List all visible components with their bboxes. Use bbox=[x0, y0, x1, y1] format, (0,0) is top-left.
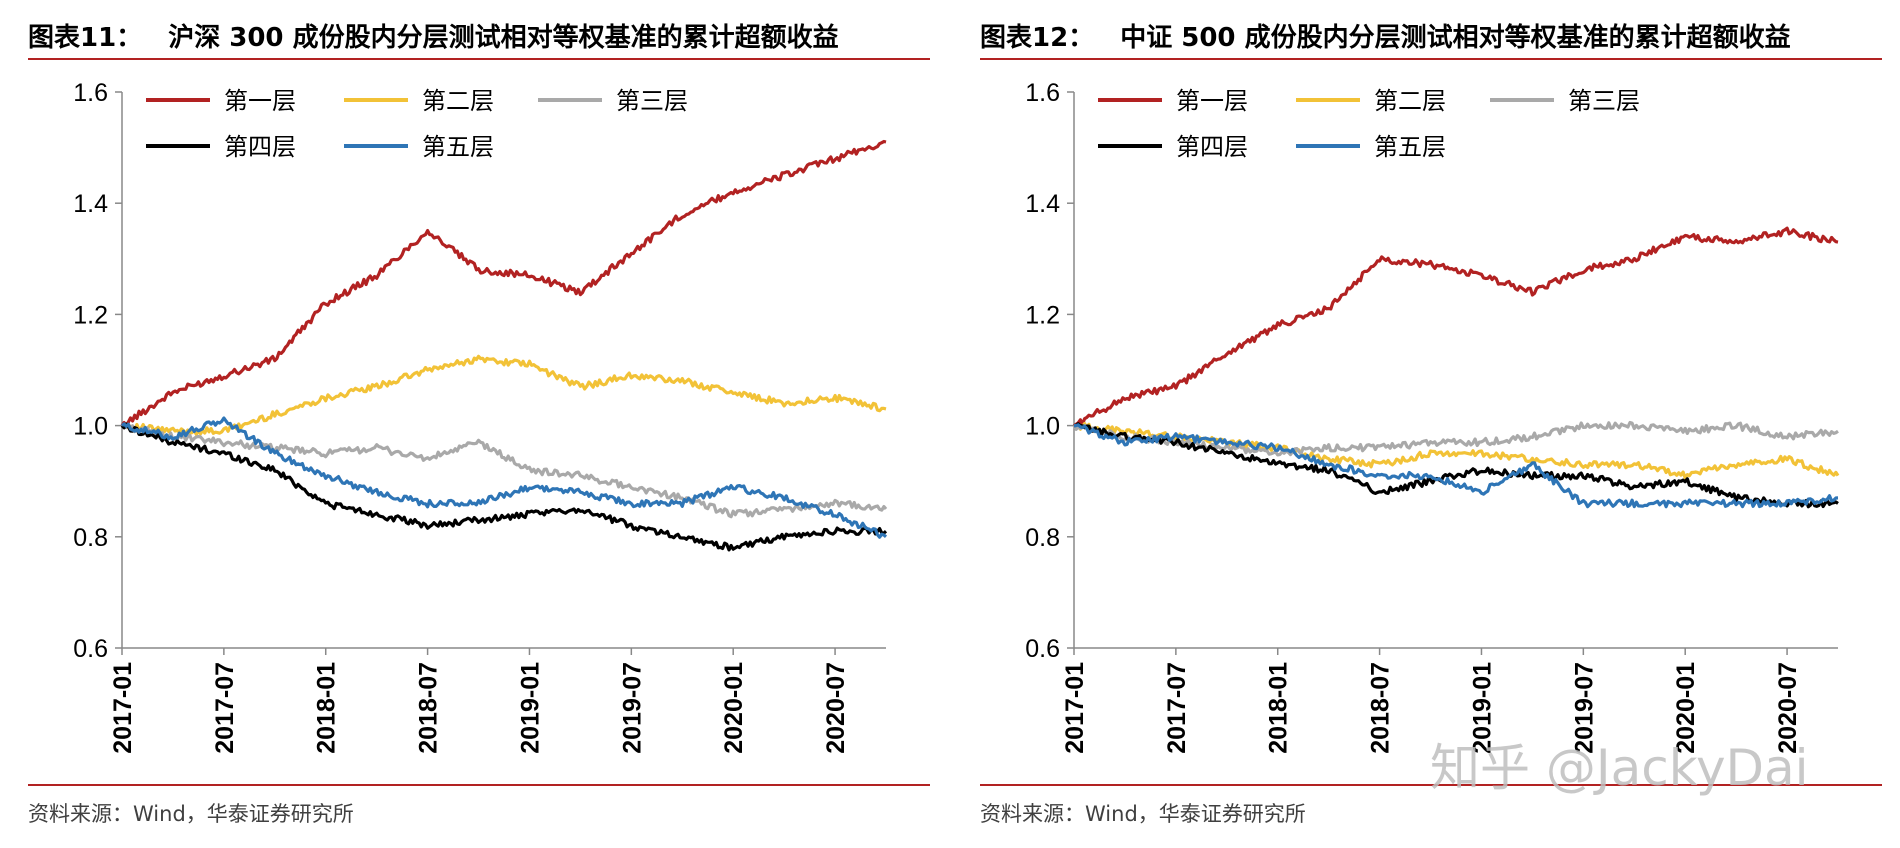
x-tick-label: 2020-07 bbox=[1774, 662, 1802, 754]
legend-label: 第一层 bbox=[224, 87, 296, 115]
legend-label: 第五层 bbox=[422, 133, 494, 161]
legend-label: 第一层 bbox=[1176, 87, 1248, 115]
series-line bbox=[121, 422, 888, 519]
line-chart: 0.6 0.8 1.0 1.2 1.4 1.6 2017-01 2017-07 2018-01 2… bbox=[1025, 79, 1840, 754]
y-tick-label: 0.6 bbox=[1025, 635, 1060, 663]
y-tick-label: 1.0 bbox=[73, 413, 108, 441]
x-tick-label: 2020-07 bbox=[822, 662, 850, 754]
x-tick-label: 2019-07 bbox=[618, 662, 646, 754]
y-tick-label: 1.4 bbox=[73, 190, 108, 218]
y-tick-label: 1.2 bbox=[73, 301, 108, 329]
series-line bbox=[1073, 422, 1839, 509]
source-note: 资料来源：Wind，华泰证券研究所 bbox=[980, 802, 1306, 826]
series-line bbox=[1073, 422, 1840, 480]
legend-label: 第五层 bbox=[1374, 133, 1446, 161]
y-tick-label: 1.4 bbox=[1025, 190, 1060, 218]
legend-label: 第三层 bbox=[616, 87, 688, 115]
figure-label: 图表11： bbox=[28, 23, 143, 53]
footer-divider bbox=[980, 784, 1882, 786]
chart-title: 图表12： 中证 500 成份股内分层测试相对等权基准的累计超额收益 bbox=[980, 18, 1791, 58]
watermark: 知乎 @JackyDai bbox=[1430, 739, 1809, 797]
x-tick-label: 2020-01 bbox=[1672, 662, 1700, 754]
line-chart: 0.6 0.8 1.0 1.2 1.4 1.6 2017-01 2017-07 2018-01 2… bbox=[73, 79, 888, 754]
y-tick-label: 1.6 bbox=[1025, 79, 1060, 107]
title-divider bbox=[28, 58, 930, 60]
x-tick-label: 2017-01 bbox=[109, 662, 137, 754]
x-tick-label: 2020-01 bbox=[720, 662, 748, 754]
x-tick-label: 2017-07 bbox=[211, 662, 239, 754]
chart-panel-csi300: 图表11： 沪深 300 成份股内分层测试相对等权基准的累计超额收益 0.6 0.8… bbox=[28, 0, 958, 848]
x-tick-label: 2019-01 bbox=[1468, 662, 1496, 754]
x-tick-label: 2018-07 bbox=[415, 662, 443, 754]
title-text: 沪深 300 成份股内分层测试相对等权基准的累计超额收益 bbox=[168, 23, 839, 53]
x-tick-label: 2018-01 bbox=[1265, 662, 1293, 754]
series-line bbox=[120, 139, 887, 428]
x-tick-label: 2017-07 bbox=[1163, 662, 1191, 754]
legend-label: 第三层 bbox=[1568, 87, 1640, 115]
x-tick-label: 2019-01 bbox=[516, 662, 544, 754]
source-note: 资料来源：Wind，华泰证券研究所 bbox=[28, 802, 354, 826]
legend-label: 第二层 bbox=[422, 87, 494, 115]
title-text: 中证 500 成份股内分层测试相对等权基准的累计超额收益 bbox=[1120, 23, 1791, 53]
y-tick-label: 1.0 bbox=[1025, 413, 1060, 441]
figure-label: 图表12： bbox=[980, 23, 1095, 53]
title-divider bbox=[980, 58, 1882, 60]
series-line bbox=[120, 422, 888, 552]
x-tick-label: 2019-07 bbox=[1570, 662, 1598, 754]
series-line bbox=[120, 416, 888, 539]
y-tick-label: 0.8 bbox=[73, 524, 108, 552]
legend-label: 第四层 bbox=[224, 133, 296, 161]
y-tick-label: 0.6 bbox=[73, 635, 108, 663]
chart-panel-csi500: 图表12： 中证 500 成份股内分层测试相对等权基准的累计超额收益 0.6 0.8… bbox=[980, 0, 1900, 848]
chart-title: 图表11： 沪深 300 成份股内分层测试相对等权基准的累计超额收益 bbox=[28, 18, 839, 58]
legend-label: 第四层 bbox=[1176, 133, 1248, 161]
y-tick-label: 1.2 bbox=[1025, 301, 1060, 329]
footer-divider bbox=[28, 784, 930, 786]
y-tick-label: 0.8 bbox=[1025, 524, 1060, 552]
series-line bbox=[1074, 423, 1839, 509]
y-tick-label: 1.6 bbox=[73, 79, 108, 107]
x-tick-label: 2018-01 bbox=[313, 662, 341, 754]
series-line bbox=[121, 354, 887, 436]
x-tick-label: 2018-07 bbox=[1367, 662, 1395, 754]
series-line bbox=[1073, 226, 1839, 427]
x-tick-label: 2017-01 bbox=[1061, 662, 1089, 754]
legend-label: 第二层 bbox=[1374, 87, 1446, 115]
